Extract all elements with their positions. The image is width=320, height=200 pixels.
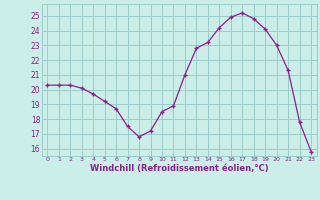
- X-axis label: Windchill (Refroidissement éolien,°C): Windchill (Refroidissement éolien,°C): [90, 164, 268, 173]
